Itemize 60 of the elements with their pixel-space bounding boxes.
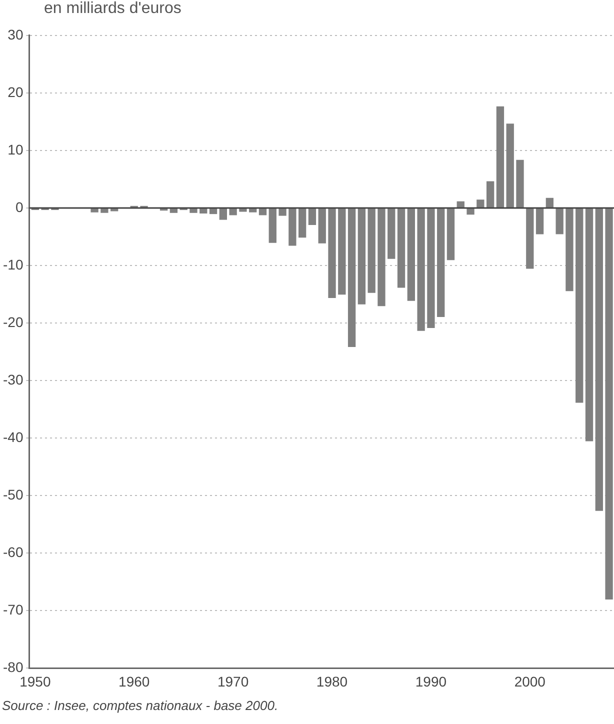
x-tick-label: 1960 (118, 673, 150, 690)
y-tick-label: -10 (3, 256, 24, 272)
bar (566, 208, 574, 292)
bar (576, 208, 584, 403)
y-tick-label: 10 (8, 141, 24, 158)
bar (308, 208, 316, 225)
bar (585, 208, 594, 442)
bar (427, 208, 435, 328)
bar (190, 208, 198, 213)
y-tick-label: -20 (3, 314, 24, 330)
bar (397, 208, 406, 288)
bar (417, 208, 425, 331)
y-tick-label: -60 (3, 544, 24, 560)
y-tick-label: 30 (8, 26, 24, 42)
bar (407, 208, 415, 301)
bar (388, 208, 396, 259)
bar (200, 208, 208, 214)
x-tick-label: 1980 (316, 673, 348, 690)
bar (328, 208, 336, 298)
y-tick-label: -70 (3, 602, 24, 618)
bar (526, 208, 534, 269)
bar (536, 208, 544, 234)
bar (605, 208, 613, 600)
bar (268, 208, 276, 243)
y-tick-label: -80 (3, 659, 24, 676)
bar (466, 208, 474, 215)
x-tick-label: 1990 (415, 673, 447, 690)
y-tick-label: 20 (8, 84, 24, 100)
x-tick-label: 1970 (217, 673, 249, 690)
bar (209, 208, 218, 214)
bar (219, 208, 227, 220)
bar (556, 208, 564, 234)
y-axis-title: en milliards d'euros (44, 0, 182, 18)
y-tick-label: -50 (3, 486, 24, 502)
y-tick-label: -40 (3, 428, 24, 445)
y-tick-label: 0 (15, 198, 24, 215)
source-note: Source : Insee, comptes nationaux - base 2000. (2, 698, 278, 713)
bar (298, 208, 306, 238)
bar (170, 208, 178, 213)
bar (437, 208, 445, 318)
bar (288, 208, 296, 246)
bar (446, 208, 455, 260)
bar (100, 208, 108, 213)
bar (506, 124, 514, 208)
bar (318, 208, 326, 244)
x-tick-label: 2000 (514, 673, 546, 690)
bar (278, 208, 286, 216)
bar (496, 106, 504, 208)
bar (378, 208, 386, 306)
bar (358, 208, 366, 304)
bar (595, 208, 603, 511)
bar (516, 160, 524, 208)
bar (348, 208, 356, 347)
bar (486, 181, 494, 208)
y-tick-label: -30 (3, 371, 24, 388)
bar (338, 208, 346, 295)
bar (229, 208, 237, 216)
bar (258, 208, 267, 216)
x-tick-label: 1950 (20, 673, 51, 690)
bar (368, 208, 376, 293)
